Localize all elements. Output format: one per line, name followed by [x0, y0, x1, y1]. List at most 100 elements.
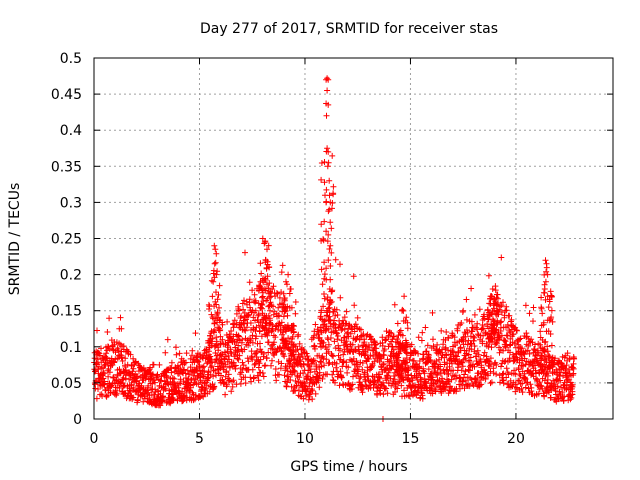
- data-point: [359, 389, 366, 396]
- data-point: [379, 342, 386, 349]
- data-point: [117, 370, 124, 377]
- data-point: [570, 370, 577, 377]
- data-point: [245, 342, 252, 349]
- data-point: [265, 290, 272, 297]
- data-point: [285, 373, 292, 380]
- data-point: [240, 306, 247, 313]
- data-point: [277, 344, 284, 351]
- data-point: [113, 390, 120, 397]
- data-point: [335, 352, 342, 359]
- data-point: [570, 354, 577, 360]
- data-point: [552, 355, 558, 362]
- data-point: [539, 367, 546, 374]
- data-point: [349, 341, 356, 348]
- data-point: [487, 293, 494, 300]
- data-point: [501, 314, 508, 321]
- data-point: [280, 290, 287, 297]
- y-tick-label: 0.45: [51, 87, 82, 103]
- data-point: [257, 260, 264, 267]
- data-point: [510, 331, 517, 338]
- data-point: [241, 297, 247, 304]
- data-point: [548, 342, 555, 349]
- data-point: [379, 334, 386, 341]
- data-point: [547, 394, 554, 401]
- data-point: [542, 338, 549, 345]
- data-point: [200, 393, 207, 400]
- data-point: [216, 304, 222, 311]
- data-point: [440, 341, 447, 348]
- data-point: [412, 361, 419, 367]
- data-point: [243, 324, 250, 331]
- data-point: [239, 336, 246, 343]
- data-point: [461, 371, 468, 378]
- data-point: [360, 385, 367, 392]
- data-point: [290, 355, 297, 362]
- data-point: [337, 368, 344, 375]
- data-point: [271, 352, 278, 359]
- data-point: [460, 307, 467, 314]
- data-point: [242, 316, 249, 323]
- data-point: [402, 337, 409, 344]
- data-point: [361, 339, 368, 346]
- data-point: [228, 388, 235, 395]
- data-point: [325, 159, 332, 166]
- data-point: [126, 376, 133, 383]
- x-tick-label: 5: [195, 431, 204, 447]
- data-point: [222, 361, 229, 368]
- data-point: [258, 284, 264, 291]
- data-point: [418, 376, 425, 383]
- data-point: [229, 383, 236, 390]
- data-point: [115, 347, 122, 354]
- data-point: [541, 339, 548, 346]
- data-point: [442, 386, 449, 393]
- data-point: [273, 349, 280, 355]
- data-point: [318, 343, 324, 350]
- data-point: [247, 304, 253, 311]
- data-point: [326, 286, 333, 292]
- data-point: [295, 331, 302, 338]
- data-point: [192, 396, 198, 403]
- data-point: [222, 391, 229, 398]
- data-point: [537, 382, 544, 389]
- data-point: [394, 356, 400, 363]
- data-point: [319, 281, 326, 288]
- data-point: [375, 378, 382, 385]
- data-point: [419, 329, 426, 336]
- data-point: [500, 347, 507, 354]
- data-point: [217, 341, 224, 348]
- data-point: [205, 368, 212, 375]
- data-point: [325, 148, 332, 155]
- data-point: [403, 344, 410, 350]
- data-point: [100, 375, 107, 382]
- data-point: [431, 368, 438, 374]
- data-point: [508, 316, 515, 323]
- data-point: [324, 75, 331, 82]
- data-point: [326, 304, 333, 311]
- data-point: [406, 393, 413, 400]
- data-point: [216, 327, 223, 334]
- data-point: [267, 307, 273, 314]
- data-point: [540, 319, 547, 326]
- data-point: [176, 350, 183, 357]
- data-point: [249, 332, 256, 339]
- data-point: [380, 379, 387, 386]
- data-point: [256, 360, 263, 367]
- data-point: [395, 379, 402, 386]
- data-point: [516, 377, 523, 384]
- data-point: [164, 380, 171, 387]
- data-point: [320, 236, 327, 243]
- data-point: [249, 366, 256, 373]
- data-point: [329, 371, 336, 378]
- data-point: [315, 331, 322, 338]
- data-point: [416, 370, 423, 377]
- data-point: [397, 364, 404, 371]
- data-point: [537, 364, 544, 370]
- data-point: [547, 288, 554, 295]
- data-point: [321, 271, 328, 278]
- data-point: [211, 320, 218, 326]
- data-point: [443, 366, 450, 373]
- data-point: [348, 386, 355, 392]
- data-point: [324, 145, 331, 152]
- data-point: [487, 368, 494, 375]
- data-point: [418, 337, 425, 344]
